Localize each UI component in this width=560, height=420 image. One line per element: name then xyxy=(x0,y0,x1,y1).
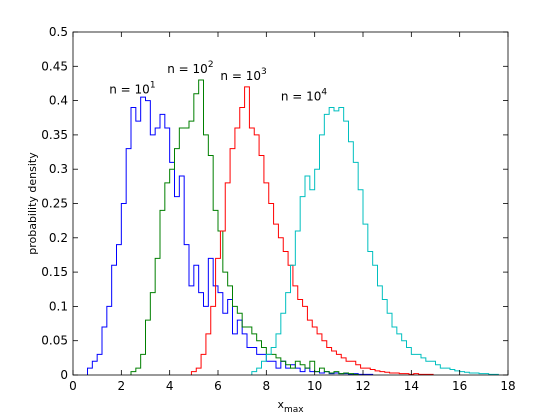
y-tick-label: 0.1 xyxy=(49,299,68,313)
y-tick-label: 0.45 xyxy=(41,59,68,73)
y-axis-label: probability density xyxy=(26,152,39,255)
series-2-line xyxy=(130,79,359,375)
annotation-n-4: n = 104 xyxy=(281,88,328,104)
y-tick-label: 0.25 xyxy=(41,197,68,211)
annotation-n-2: n = 102 xyxy=(167,60,213,76)
x-tick-label: 16 xyxy=(452,379,467,393)
x-tick-label: 6 xyxy=(214,379,222,393)
y-tick-label: 0.2 xyxy=(49,231,68,245)
x-tick-label: 0 xyxy=(69,379,77,393)
y-tick-label: 0.05 xyxy=(41,334,68,348)
x-tick-label: 18 xyxy=(500,379,515,393)
x-tick-label: 10 xyxy=(307,379,322,393)
y-tick-label: 0.4 xyxy=(49,94,68,108)
x-tick-label: 14 xyxy=(404,379,419,393)
series-1-line xyxy=(87,96,374,375)
x-axis-label: xmax xyxy=(277,398,304,415)
y-tick-label: 0.5 xyxy=(49,25,68,39)
x-tick-label: 8 xyxy=(263,379,271,393)
y-tick-label: 0.35 xyxy=(41,128,68,142)
series-layer xyxy=(87,79,499,375)
annotation-n-1: n = 101 xyxy=(109,81,155,97)
plot-area xyxy=(73,32,508,375)
y-tick-label: 0 xyxy=(60,368,68,382)
y-tick-label: 0.15 xyxy=(41,265,68,279)
x-tick-label: 2 xyxy=(118,379,126,393)
x-tick-label: 4 xyxy=(166,379,174,393)
ticks-layer: 0 2 4 6 8 10 12 14 16 18 0 0.05 0.1 0.15 0.2 0.25 0.3 0.3… xyxy=(41,25,515,393)
annotations-layer: n = 101 n = 102 n = 103 n = 104 xyxy=(109,60,327,103)
annotation-n-3: n = 103 xyxy=(220,67,266,83)
x-tick-label: 12 xyxy=(355,379,370,393)
series-3-line xyxy=(190,86,434,375)
series-4-line xyxy=(251,106,499,375)
y-tick-label: 0.3 xyxy=(49,162,68,176)
